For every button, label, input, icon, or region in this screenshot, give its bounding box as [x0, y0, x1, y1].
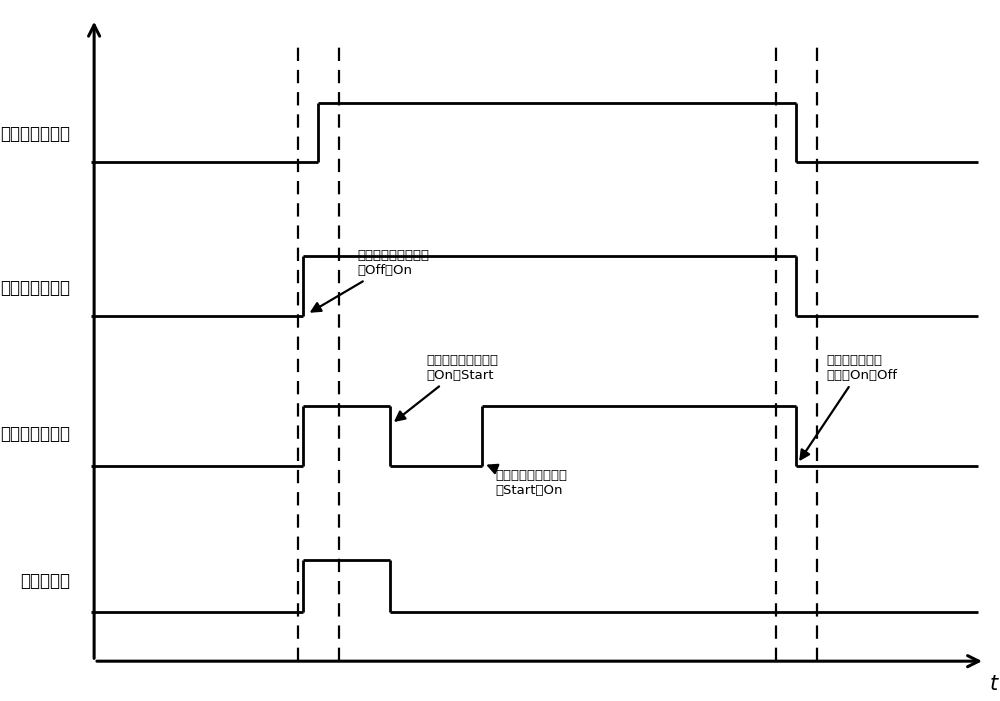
Text: 驾驶员操作钥匙开关
从Off到On: 驾驶员操作钥匙开关 从Off到On [312, 249, 430, 311]
Text: 启动信号线: 启动信号线 [20, 572, 70, 590]
Text: 驾驶员操作钥匙开关
从Start到On: 驾驶员操作钥匙开关 从Start到On [488, 465, 567, 497]
Text: 第三唤醒信号线: 第三唤醒信号线 [0, 125, 70, 143]
Text: t: t [989, 674, 998, 694]
Text: 驾驶员操作钥匙开关
从On到Start: 驾驶员操作钥匙开关 从On到Start [396, 354, 499, 421]
Text: 第一唤醒信号线: 第一唤醒信号线 [0, 426, 70, 443]
Text: 驾驶员操作钥匙
开关从On到Off: 驾驶员操作钥匙 开关从On到Off [800, 354, 897, 459]
Text: 第二唤醒信号线: 第二唤醒信号线 [0, 279, 70, 297]
